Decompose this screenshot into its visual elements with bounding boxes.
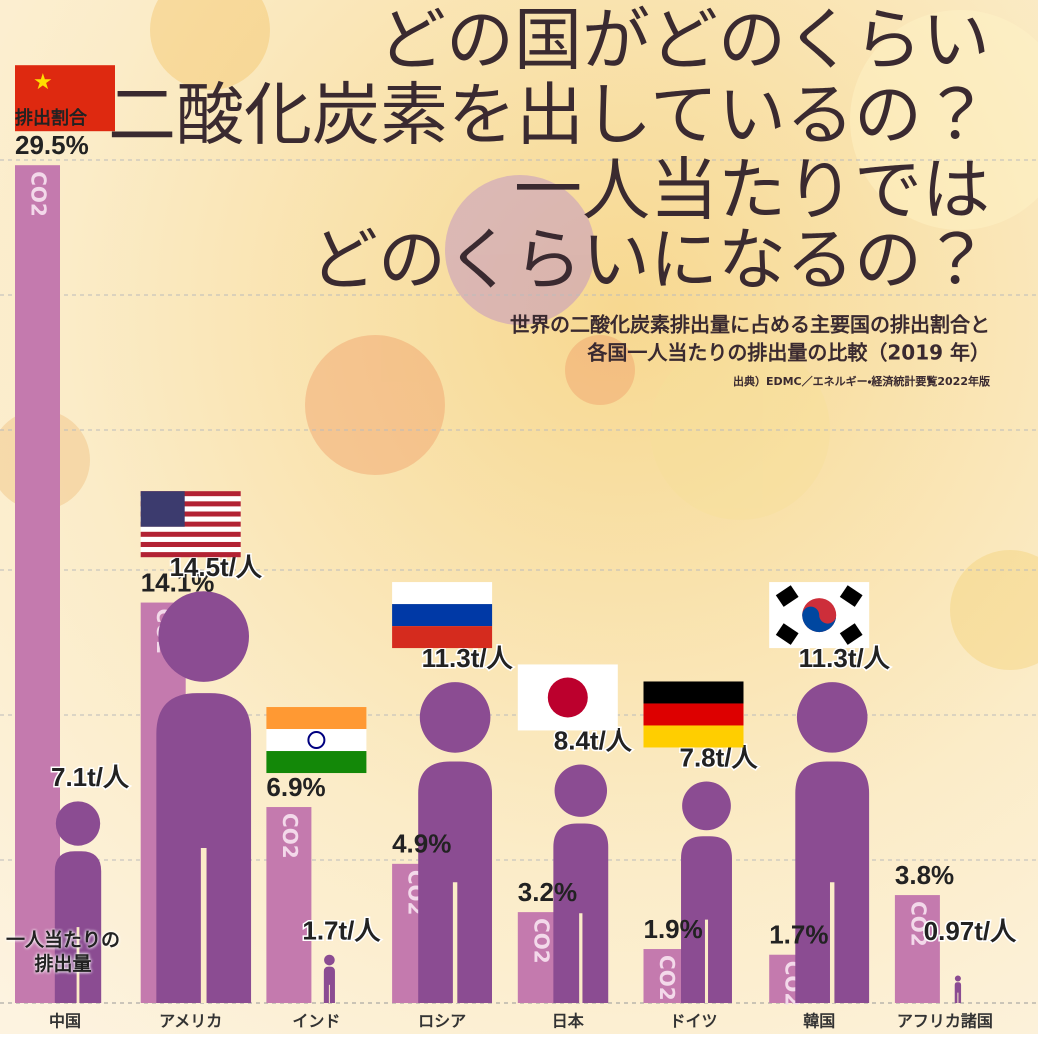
bar-text: CO2 — [655, 955, 679, 1001]
bar-text: CO2 — [27, 171, 51, 217]
flag-part — [15, 65, 115, 132]
flag-part — [643, 725, 744, 748]
share-bar — [894, 895, 940, 1003]
flag-part — [140, 552, 241, 558]
share-label: 3.2% — [518, 877, 577, 907]
chart-title: 二酸化炭素を出しているの？ — [108, 77, 990, 156]
flag-trigram — [839, 623, 863, 645]
flag-part — [266, 707, 367, 730]
flag-part — [392, 626, 493, 649]
x-tick-label: 韓国 — [803, 1012, 835, 1031]
chart-title: どの国がどのくらい — [378, 2, 990, 81]
share-label: 6.9% — [266, 772, 325, 802]
flag-part — [140, 491, 185, 527]
flag-part — [140, 511, 241, 517]
flag-taeguk — [802, 606, 837, 633]
flag-part — [643, 703, 744, 726]
per-capita-label: 0.97t/人 — [924, 916, 1017, 946]
flag-part — [643, 681, 744, 704]
flag-trigram — [775, 623, 799, 645]
person — [795, 682, 870, 1003]
share-bar — [15, 165, 60, 1003]
per-capita-label: 7.1t/人 — [51, 762, 130, 792]
flag: ★ — [15, 65, 115, 132]
person — [681, 781, 732, 1003]
x-tick-label: ドイツ — [669, 1012, 717, 1031]
x-tick-label: アメリカ — [159, 1012, 222, 1031]
flag-part — [140, 536, 241, 542]
flag — [769, 582, 870, 649]
bar-text: CO2 — [906, 901, 930, 947]
flag-part — [140, 496, 241, 502]
person — [553, 764, 609, 1003]
flag-part — [140, 521, 241, 527]
flag-part — [266, 729, 367, 752]
flag-part — [140, 531, 241, 537]
person — [323, 954, 335, 1003]
share-label: 1.9% — [644, 914, 703, 944]
x-tick-label: 中国 — [49, 1012, 81, 1031]
person — [156, 591, 252, 1003]
subtitle: 世界の二酸化炭素排出量に占める主要国の排出割合と — [510, 313, 990, 337]
bar-text: CO2 — [529, 918, 553, 964]
flag-part — [392, 582, 493, 605]
share-bar — [643, 949, 689, 1003]
bokeh — [0, 0, 1038, 670]
share-label: 29.5% — [15, 130, 89, 160]
flag — [140, 491, 241, 558]
bar-text: CO2 — [278, 813, 302, 859]
flag-trigram — [839, 585, 863, 607]
flag-part — [140, 547, 241, 553]
flag-wheel — [307, 731, 326, 750]
per-capita-caption: 一人当たりの排出量 — [5, 929, 120, 975]
flag-part — [140, 526, 241, 532]
flag-sun — [547, 677, 588, 718]
share-label: 4.9% — [392, 829, 451, 859]
flag-part — [140, 516, 241, 522]
x-tick-label: インド — [292, 1012, 340, 1031]
flag-part — [140, 506, 241, 512]
person — [954, 975, 962, 1003]
flag-trigram — [775, 585, 799, 607]
x-tick-label: アフリカ諸国 — [897, 1012, 993, 1031]
person — [418, 682, 493, 1003]
x-tick-label: ロシア — [418, 1012, 466, 1031]
share-label: 14.1% — [141, 567, 215, 597]
flag-part — [392, 604, 493, 627]
share-label: 1.7% — [769, 920, 828, 950]
subtitle: 各国一人当たりの排出量の比較（2019 年） — [586, 341, 990, 365]
chart-title: 一人当たりでは — [514, 152, 990, 231]
flag-star: ★ — [33, 70, 53, 95]
share-bar — [266, 807, 312, 1003]
flag — [643, 681, 744, 748]
chart-title: どのくらいになるの？ — [310, 222, 990, 301]
source: 出典）EDMC／エネルギー・経済統計要覧2022年版 — [733, 374, 991, 388]
flag — [266, 707, 367, 774]
person — [54, 801, 102, 1003]
flag-part — [140, 501, 241, 507]
flag-part — [140, 541, 241, 548]
share-label: 3.8% — [895, 860, 954, 890]
per-capita-label: 1.7t/人 — [302, 916, 381, 946]
per-capita-caption-text: 一人当たりの排出量 — [5, 929, 120, 975]
share-caption: 排出割合 — [15, 107, 88, 129]
flag-part — [266, 751, 367, 774]
flag — [392, 582, 493, 649]
flag-part — [140, 491, 241, 497]
x-tick-label: 日本 — [552, 1012, 585, 1031]
flag — [517, 664, 618, 731]
